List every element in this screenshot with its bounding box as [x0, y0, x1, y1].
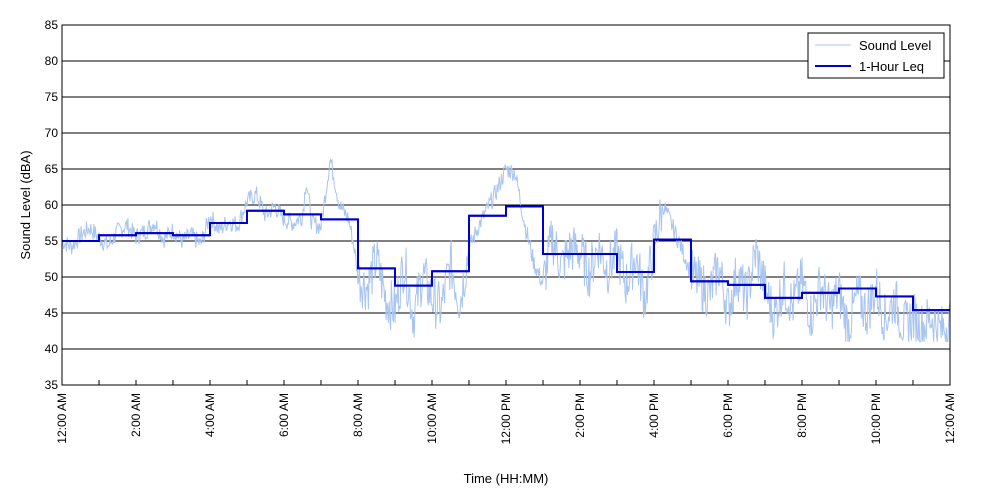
x-tick-label: 2:00 PM	[573, 393, 587, 438]
x-tick-label: 8:00 AM	[351, 393, 365, 437]
x-tick-label: 2:00 AM	[129, 393, 143, 437]
series-sound-level-line	[61, 157, 951, 343]
y-tick-label: 50	[45, 270, 59, 284]
x-axis-title: Time (HH:MM)	[464, 471, 549, 486]
legend: Sound Level 1-Hour Leq	[807, 32, 945, 79]
y-tick-label: 85	[45, 18, 59, 32]
x-tick-label: 12:00 AM	[55, 393, 69, 444]
y-axis-title: Sound Level (dBA)	[18, 150, 33, 259]
y-tick-label: 35	[45, 378, 59, 392]
legend-label-1-hour-leq: 1-Hour Leq	[859, 59, 924, 74]
x-tick-label: 4:00 AM	[203, 393, 217, 437]
plot-frame	[61, 24, 951, 386]
x-tick-label: 12:00 AM	[943, 393, 957, 444]
y-tick-label: 80	[45, 54, 59, 68]
y-tick-label: 65	[45, 162, 59, 176]
x-tick-label: 6:00 AM	[277, 393, 291, 437]
y-tick-label: 40	[45, 342, 59, 356]
x-tick-label: 4:00 PM	[647, 393, 661, 438]
legend-label-sound-level: Sound Level	[859, 38, 931, 53]
legend-box	[807, 32, 945, 79]
x-tick-label: 6:00 PM	[721, 393, 735, 438]
x-tick-label: 10:00 PM	[869, 393, 883, 444]
y-tick-label: 70	[45, 126, 59, 140]
y-tick-label: 75	[45, 90, 59, 104]
x-tick-label: 10:00 AM	[425, 393, 439, 444]
x-tick-label: 12:00 PM	[499, 393, 513, 444]
y-tick-label: 45	[45, 306, 59, 320]
series-layer	[61, 157, 951, 343]
y-tick-label: 60	[45, 198, 59, 212]
y-tick-label: 55	[45, 234, 59, 248]
x-tick-label: 8:00 PM	[795, 393, 809, 438]
x-axis-ticks: 12:00 AM 2:00 AM 4:00 AM 6:00 AM 8:00 AM 10:0…	[55, 380, 957, 444]
